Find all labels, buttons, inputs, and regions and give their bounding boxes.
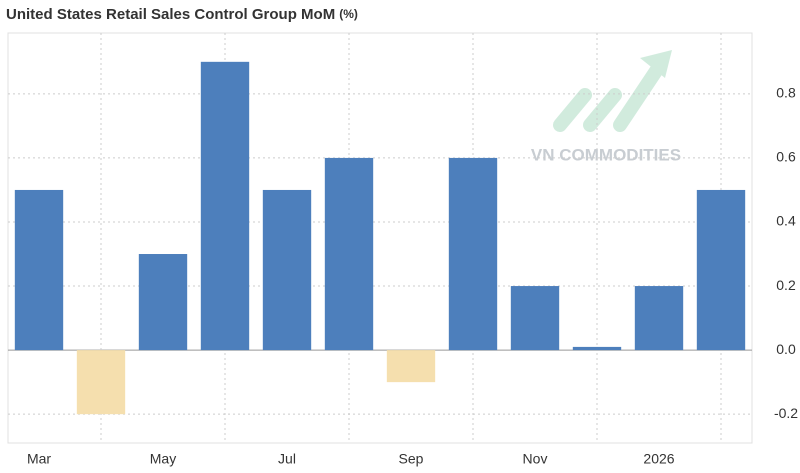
bar (324, 157, 374, 351)
y-tick-label: 0.6 (776, 149, 796, 165)
bar (262, 189, 312, 351)
x-tick-label: 2026 (643, 451, 674, 467)
x-tick-label: Nov (523, 451, 548, 467)
y-tick-label: -0.2 (774, 405, 798, 421)
bar (572, 346, 622, 351)
bar (634, 286, 684, 351)
bar (386, 350, 436, 383)
bar (76, 350, 126, 415)
title-text: United States Retail Sales Control Group… (6, 6, 335, 23)
x-tick-label: Mar (27, 451, 51, 467)
bar (448, 157, 498, 351)
chart-title: United States Retail Sales Control Group… (6, 6, 358, 23)
watermark-logo (553, 50, 672, 132)
bar (138, 254, 188, 351)
y-tick-label: 0.4 (776, 213, 796, 229)
bar (200, 61, 250, 351)
bar (696, 189, 746, 351)
y-tick-label: 0.8 (776, 85, 796, 101)
bar (14, 189, 64, 351)
y-tick-label: 0.2 (776, 277, 796, 293)
x-tick-label: Jul (278, 451, 296, 467)
y-tick-label: 0.0 (776, 341, 796, 357)
watermark-text: VN COMMODITIES (531, 145, 681, 164)
x-tick-label: Sep (399, 451, 424, 467)
plot-frame (7, 32, 753, 444)
x-tick-label: May (150, 451, 176, 467)
title-unit: (%) (339, 7, 358, 21)
bar (510, 286, 560, 351)
